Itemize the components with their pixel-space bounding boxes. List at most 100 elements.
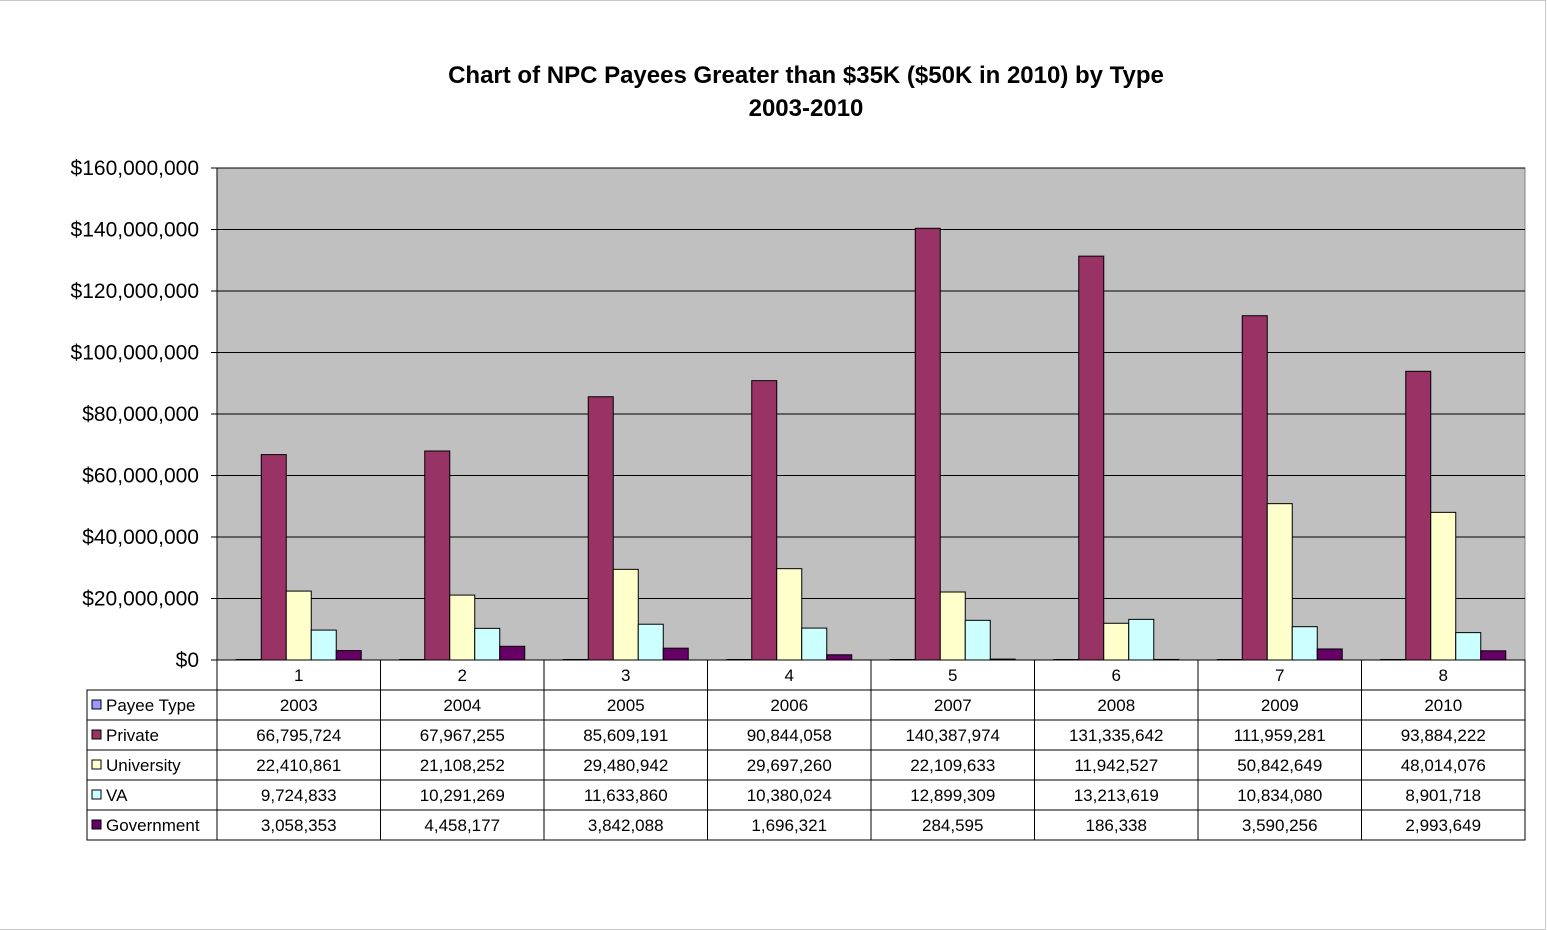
x-tick-label: 8: [1439, 666, 1448, 685]
data-label: 22,109,633: [910, 756, 995, 775]
x-tick-label: 7: [1275, 666, 1284, 685]
data-label: 29,697,260: [747, 756, 832, 775]
bar-va: [1128, 618, 1155, 661]
bar-university: [612, 568, 639, 661]
data-label: 10,380,024: [747, 786, 832, 805]
data-label: 2003: [280, 696, 318, 715]
table-row-header: [86, 689, 218, 721]
bar-university: [1103, 622, 1130, 661]
data-label: 3,590,256: [1242, 816, 1318, 835]
y-tick-label: $160,000,000: [71, 157, 199, 180]
table-cell: [543, 719, 708, 751]
x-tick-label: 6: [1112, 666, 1121, 685]
y-tick-label: $100,000,000: [71, 342, 199, 365]
legend-key: [91, 819, 102, 830]
data-label: 3,058,353: [261, 816, 337, 835]
bar-private: [751, 380, 778, 661]
bar-va: [964, 619, 991, 661]
data-label: 131,335,642: [1069, 726, 1164, 745]
bar-government: [1316, 648, 1343, 661]
table-cell: [543, 809, 708, 841]
legend-label: VA: [106, 786, 128, 805]
data-label: 21,108,252: [420, 756, 505, 775]
bar-va: [801, 627, 828, 661]
data-label: 111,959,281: [1234, 726, 1326, 745]
data-label: 2009: [1261, 696, 1299, 715]
bar-va: [1455, 632, 1482, 661]
table-cell: [380, 749, 545, 781]
data-label: 2005: [607, 696, 645, 715]
bar-university: [449, 594, 476, 661]
data-label: 8,901,718: [1405, 786, 1481, 805]
bar-private: [1405, 370, 1432, 661]
y-tick-label: $20,000,000: [82, 588, 199, 611]
table-cell: [216, 779, 381, 811]
table-cell: [707, 719, 872, 751]
data-label: 13,213,619: [1074, 786, 1159, 805]
table-cell: [216, 809, 381, 841]
bar-private: [1078, 255, 1105, 661]
data-label: 29,480,942: [583, 756, 668, 775]
x-tick-label: 2: [458, 666, 467, 685]
bar-private: [587, 396, 614, 661]
table-cell: [870, 659, 1035, 691]
data-label: 22,410,861: [256, 756, 341, 775]
bar-private: [260, 454, 287, 661]
data-label: 2010: [1424, 696, 1462, 715]
legend-key: [91, 759, 102, 770]
legend-key: [91, 699, 102, 710]
data-label: 1,696,321: [751, 816, 827, 835]
data-label: 2004: [443, 696, 481, 715]
x-tick-label: 4: [785, 666, 794, 685]
table-cell: [870, 749, 1035, 781]
table-cell: [543, 779, 708, 811]
bar-private: [1241, 315, 1268, 661]
table-cell: [707, 749, 872, 781]
table-cell: [1034, 749, 1199, 781]
data-label: 85,609,191: [583, 726, 668, 745]
data-label: 2007: [934, 696, 972, 715]
y-tick-label: $40,000,000: [82, 526, 199, 549]
table-cell: [1034, 689, 1199, 721]
chart-title: Chart of NPC Payees Greater than $35K ($…: [448, 62, 1164, 89]
y-tick-label: $140,000,000: [71, 219, 199, 242]
y-tick-label: $60,000,000: [82, 465, 199, 488]
bar-university: [1266, 503, 1293, 661]
bar-university: [285, 590, 312, 661]
bar-government: [499, 645, 526, 661]
bar-government: [826, 654, 853, 661]
bar-government: [335, 650, 362, 661]
legend-label: University: [106, 756, 181, 775]
bar-va: [474, 627, 501, 661]
chart-subtitle: 2003-2010: [749, 95, 864, 122]
x-tick-label: 3: [621, 666, 630, 685]
data-table: 1 2 3 4 5 6 7 8 Payee Type 2003 2004 2005 2006 2007 20…: [86, 659, 1526, 841]
plot-area: $0 $20,000,000 $40,000,000 $60,000,000 $80,0…: [71, 157, 1526, 672]
bar-university: [1430, 511, 1457, 661]
data-label: 10,834,080: [1237, 786, 1322, 805]
bar-va: [1291, 626, 1318, 661]
table-cell: [1361, 689, 1526, 721]
table-cell: [870, 779, 1035, 811]
table-row-header: [86, 719, 218, 751]
table-cell: [707, 689, 872, 721]
data-label: 2008: [1097, 696, 1135, 715]
table-cell: [1361, 779, 1526, 811]
legend-key: [91, 729, 102, 740]
bar-government: [1480, 650, 1507, 661]
table-cell: [1034, 809, 1199, 841]
data-label: 48,014,076: [1401, 756, 1486, 775]
legend-key: [91, 789, 102, 800]
bar-va: [637, 623, 664, 661]
table-cell: [1361, 749, 1526, 781]
table-cell: [543, 689, 708, 721]
table-cell: [870, 689, 1035, 721]
data-label: 4,458,177: [424, 816, 500, 835]
data-label: 3,842,088: [588, 816, 664, 835]
bar-private: [424, 450, 451, 661]
table-cell: [380, 689, 545, 721]
table-cell: [707, 809, 872, 841]
table-cell: [1361, 809, 1526, 841]
bar-government: [662, 647, 689, 661]
